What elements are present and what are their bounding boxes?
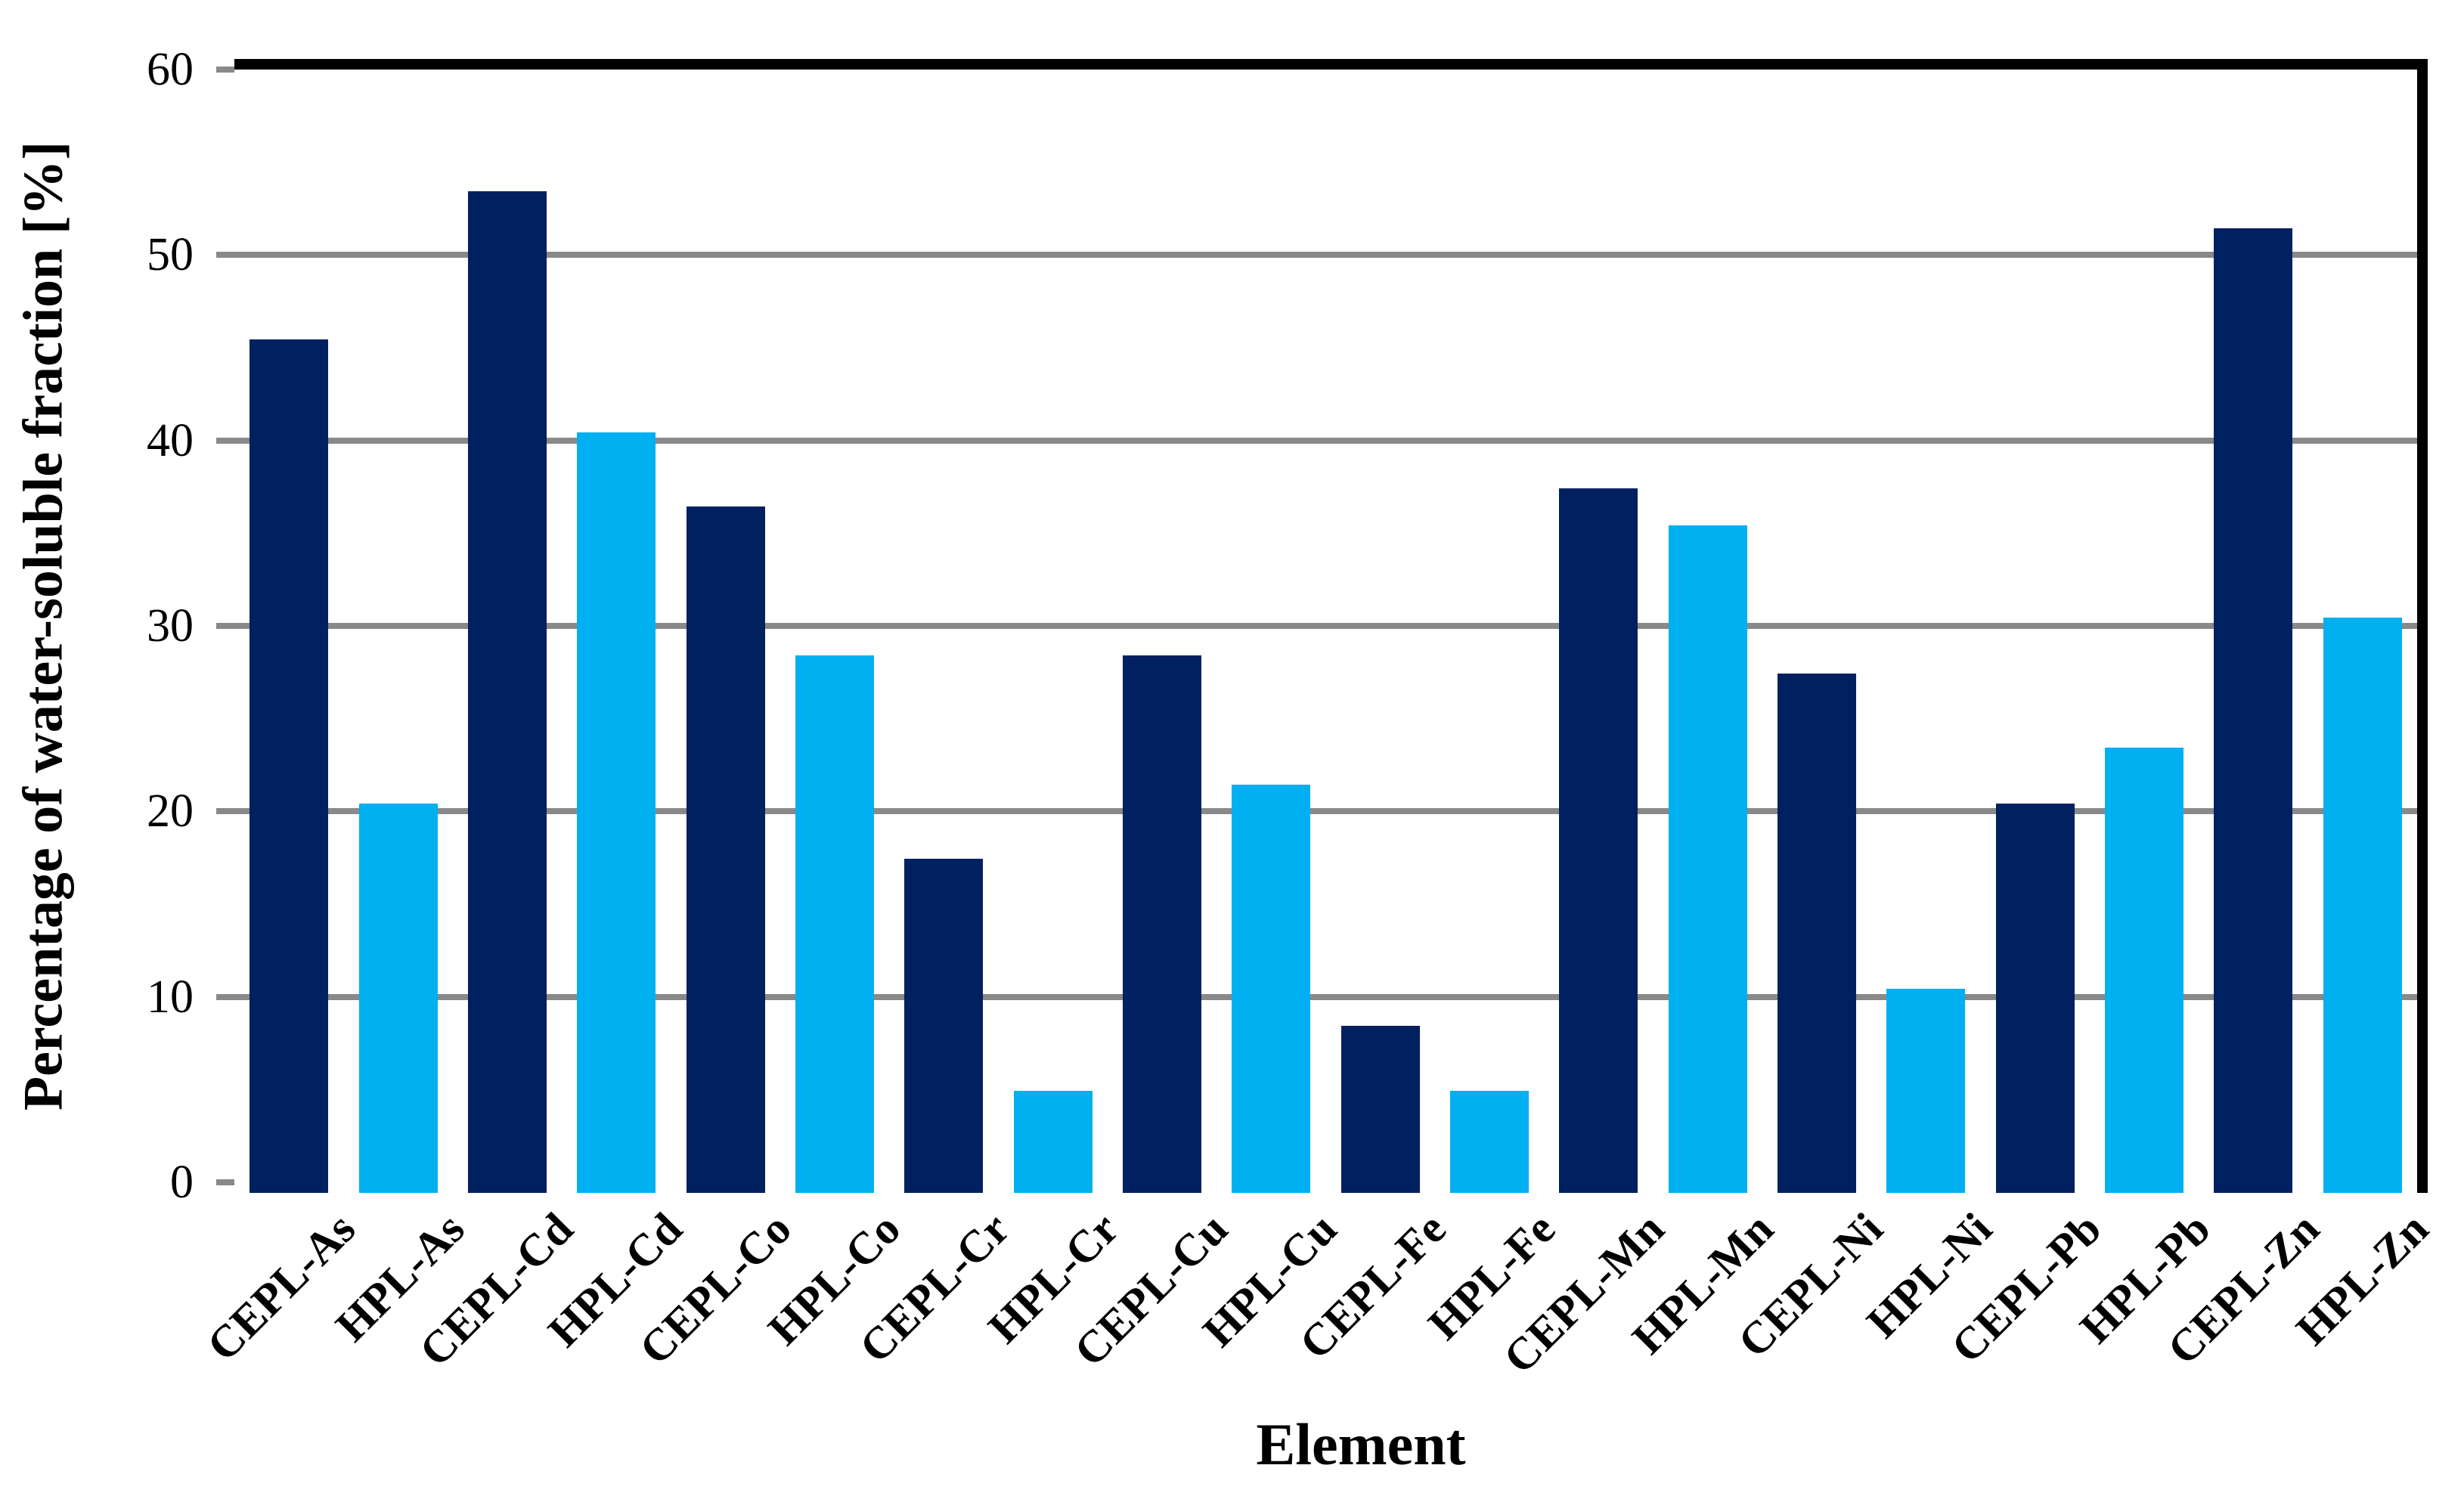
y-axis-tick-40 bbox=[216, 437, 234, 444]
bar-HPL-Fe bbox=[1450, 1091, 1529, 1193]
bar-HPL-As bbox=[359, 804, 438, 1193]
gridline-40 bbox=[234, 437, 2417, 444]
bar-CEPL-Mn bbox=[1559, 488, 1638, 1193]
bar-CEPL-Cu bbox=[1123, 655, 1201, 1193]
plot-area bbox=[234, 59, 2428, 1193]
bar-CEPL-Co bbox=[687, 506, 765, 1193]
y-axis-tick-10 bbox=[216, 993, 234, 1000]
y-tick-label-30: 30 bbox=[147, 600, 194, 652]
y-axis-tick-50 bbox=[216, 252, 234, 259]
bar-CEPL-Ni bbox=[1777, 674, 1856, 1193]
bar-HPL-Zn bbox=[2323, 618, 2402, 1193]
bar-CEPL-Zn bbox=[2214, 228, 2292, 1193]
bar-HPL-Mn bbox=[1669, 525, 1747, 1193]
y-axis-tick-0 bbox=[216, 1179, 234, 1185]
bar-CEPL-As bbox=[249, 339, 328, 1193]
bar-HPL-Cd bbox=[577, 432, 656, 1193]
y-tick-label-10: 10 bbox=[147, 971, 194, 1023]
gridline-20 bbox=[234, 808, 2417, 815]
bar-CEPL-Cd bbox=[468, 191, 547, 1193]
x-category-label-CEPL-As: CEPL-As bbox=[197, 1203, 364, 1371]
y-axis-tick-20 bbox=[216, 808, 234, 815]
y-axis-line bbox=[225, 59, 234, 1191]
y-axis-tick-60 bbox=[216, 67, 234, 73]
y-tick-label-50: 50 bbox=[147, 229, 194, 281]
y-tick-label-0: 0 bbox=[170, 1157, 194, 1208]
x-axis-title: Element bbox=[1256, 1411, 1466, 1477]
y-axis-tick-30 bbox=[216, 623, 234, 629]
gridline-10 bbox=[234, 993, 2417, 1000]
gridline-30 bbox=[234, 623, 2417, 629]
bar-CEPL-Cr bbox=[904, 859, 983, 1193]
bar-HPL-Cu bbox=[1232, 785, 1310, 1193]
bar-CEPL-Fe bbox=[1341, 1026, 1420, 1193]
bar-HPL-Co bbox=[795, 655, 874, 1193]
gridline-50 bbox=[234, 252, 2417, 259]
bar-HPL-Ni bbox=[1886, 989, 1965, 1193]
bar-HPL-Cr bbox=[1014, 1091, 1093, 1193]
y-tick-label-40: 40 bbox=[147, 414, 194, 466]
bar-CEPL-Pb bbox=[1996, 804, 2075, 1193]
y-tick-label-60: 60 bbox=[147, 44, 194, 95]
y-tick-label-20: 20 bbox=[147, 785, 194, 838]
bar-HPL-Pb bbox=[2105, 748, 2184, 1193]
x-axis-line bbox=[216, 1182, 2428, 1191]
